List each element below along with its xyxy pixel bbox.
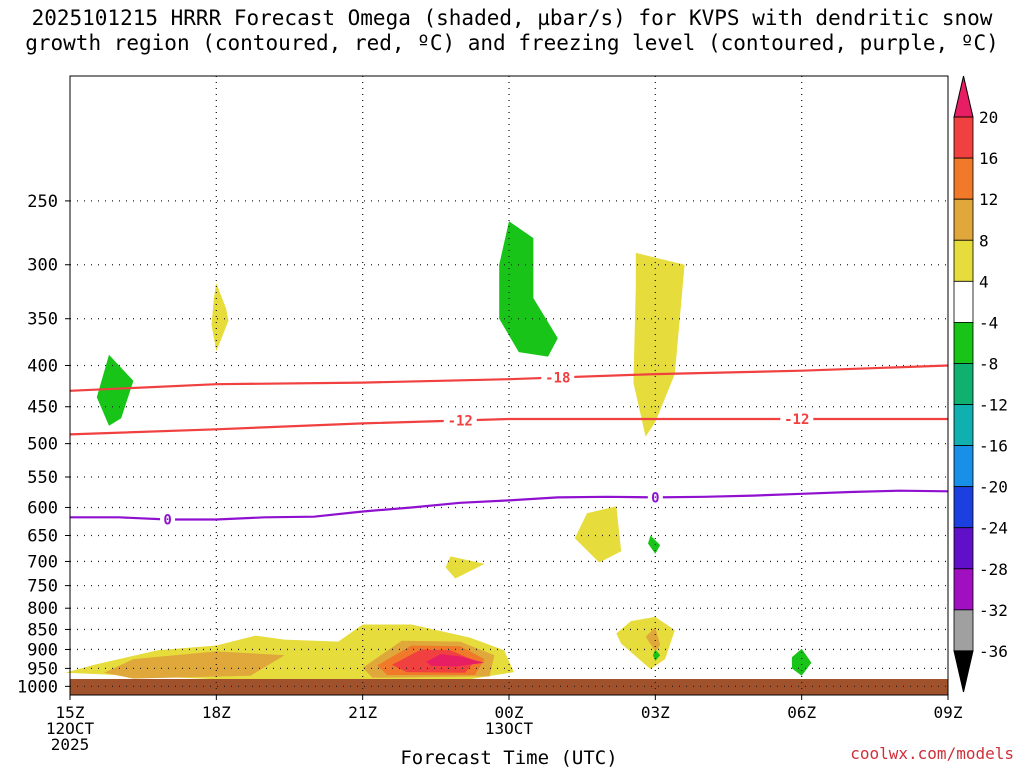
x-tick-label: 21Z bbox=[348, 703, 377, 722]
x-tick-label: 00Z bbox=[495, 703, 524, 722]
y-tick-label: 650 bbox=[27, 527, 58, 547]
colorbar-label: -8 bbox=[979, 354, 998, 373]
colorbar-label: 8 bbox=[979, 231, 989, 250]
colorbar-swatch bbox=[953, 568, 974, 611]
x-tick-label: 2025 bbox=[51, 735, 90, 754]
y-tick-label: 800 bbox=[27, 599, 58, 619]
chart-title: 2025101215 HRRR Forecast Omega (shaded, … bbox=[0, 6, 1024, 56]
colorbar-label: -28 bbox=[979, 560, 1008, 579]
x-tick-label: 03Z bbox=[641, 703, 670, 722]
y-tick-label: 550 bbox=[27, 468, 58, 488]
colorbar-cap-top bbox=[953, 75, 974, 118]
omega-region-1 bbox=[104, 651, 285, 679]
colorbar-swatch bbox=[953, 527, 974, 570]
colorbar-label: -4 bbox=[979, 313, 998, 332]
omega-region-8 bbox=[499, 221, 558, 357]
colorbar-label: 4 bbox=[979, 272, 989, 291]
title-line-2: growth region (contoured, red, ºC) and f… bbox=[25, 31, 999, 55]
y-tick-label: 950 bbox=[27, 659, 58, 679]
plot-background bbox=[70, 76, 948, 695]
contour-label-bg bbox=[647, 489, 663, 506]
colorbar-swatch bbox=[953, 486, 974, 529]
omega-region-10 bbox=[574, 506, 622, 563]
contour-line--18 bbox=[69, 364, 949, 392]
colorbar-swatch bbox=[953, 239, 974, 282]
colorbar-swatch bbox=[953, 404, 974, 446]
y-tick-label: 600 bbox=[27, 498, 58, 518]
omega-region-7 bbox=[96, 354, 134, 426]
colorbar-swatch bbox=[953, 280, 974, 323]
y-tick-label: 900 bbox=[27, 640, 58, 660]
colorbar-label: -12 bbox=[979, 396, 1008, 415]
x-tick-label: 12OCT bbox=[46, 719, 95, 738]
colorbar-label: -32 bbox=[979, 601, 1008, 620]
y-tick-label: 850 bbox=[27, 620, 58, 640]
colorbar-label: -36 bbox=[979, 642, 1008, 661]
contour-label-bg bbox=[160, 511, 176, 528]
y-tick-label: 300 bbox=[27, 256, 58, 276]
contour-label: -18 bbox=[545, 371, 570, 387]
x-tick-label: 06Z bbox=[787, 703, 816, 722]
contour-label-bg bbox=[780, 410, 814, 427]
contour-label-bg bbox=[443, 412, 477, 429]
x-tick-label: 09Z bbox=[934, 703, 963, 722]
x-tick-label: 15Z bbox=[56, 703, 85, 722]
colorbar-label: -20 bbox=[979, 478, 1008, 497]
y-tick-label: 500 bbox=[27, 435, 58, 455]
omega-region-14 bbox=[645, 627, 661, 652]
colorbar-label: 16 bbox=[979, 149, 998, 168]
omega-shading bbox=[65, 221, 812, 680]
contour-line-0 bbox=[70, 489, 949, 521]
colorbar-swatch bbox=[953, 116, 974, 159]
contour-label: 0 bbox=[163, 513, 171, 529]
colorbar-swatch bbox=[953, 363, 974, 405]
contour-lines: -18 -12 -12 0 0 bbox=[69, 364, 949, 529]
y-tick-label: 1000 bbox=[17, 677, 58, 697]
colorbar-swatch bbox=[953, 157, 974, 200]
colorbar-label: -16 bbox=[979, 437, 1008, 456]
x-tick-label: 13OCT bbox=[485, 719, 534, 738]
omega-region-5 bbox=[426, 654, 485, 667]
title-line-1: 2025101215 HRRR Forecast Omega (shaded, … bbox=[31, 6, 993, 30]
omega-region-16 bbox=[791, 648, 812, 676]
contour-label: 0 bbox=[651, 490, 659, 506]
colorbar-swatch bbox=[953, 445, 974, 488]
colorbar-label: 12 bbox=[979, 190, 998, 209]
contour-label-bg bbox=[541, 369, 575, 386]
contour-label: -12 bbox=[448, 413, 473, 429]
colorbar-label: 20 bbox=[979, 108, 998, 127]
colorbar: 20 16 12 8 4 -4 -8 -12 -16 -20 -24 -28 -32 -36 bbox=[953, 75, 1008, 693]
credit-link[interactable]: coolwx.com/models bbox=[850, 744, 1014, 763]
y-tick-label: 750 bbox=[27, 577, 58, 597]
terrain-ground bbox=[70, 679, 948, 695]
y-tick-label: 450 bbox=[27, 398, 58, 418]
y-tick-label: 350 bbox=[27, 310, 58, 330]
colorbar-label: -24 bbox=[979, 519, 1008, 538]
colorbar-swatch bbox=[953, 321, 974, 364]
y-tick-label: 700 bbox=[27, 552, 58, 572]
colorbar-swatch bbox=[953, 609, 974, 652]
colorbar-cap-bottom bbox=[953, 650, 974, 693]
x-tick-label: 18Z bbox=[202, 703, 231, 722]
y-tick-label: 250 bbox=[27, 192, 58, 212]
colorbar-swatch bbox=[953, 198, 974, 241]
contour-label: -12 bbox=[784, 412, 809, 428]
omega-region-9 bbox=[633, 252, 685, 437]
omega-region-11 bbox=[648, 535, 661, 554]
x-axis-label: Forecast Time (UTC) bbox=[400, 747, 617, 768]
y-tick-label: 400 bbox=[27, 356, 58, 376]
y-axis: 2503003504004505005506006507007508008509… bbox=[17, 192, 70, 697]
